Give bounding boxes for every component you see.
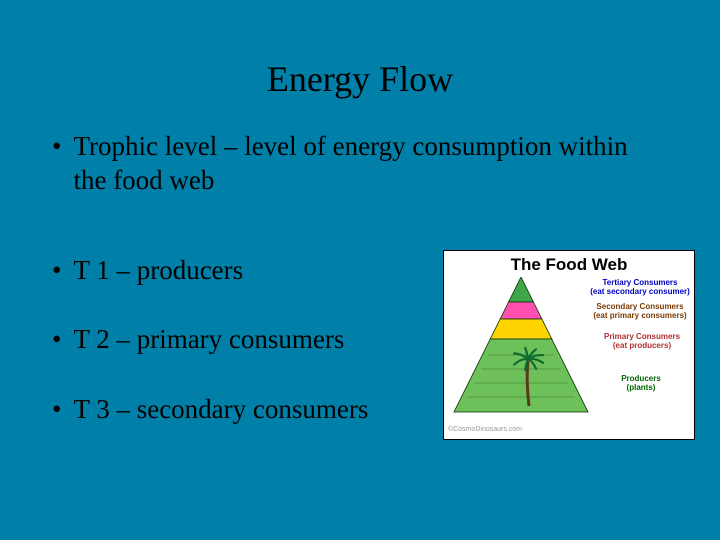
bullet-item: • Trophic level – level of energy consum…: [52, 130, 720, 198]
label-primary: Primary Consumers (eat producers): [596, 333, 688, 351]
foodweb-title: The Food Web: [444, 251, 694, 275]
bullet-dot: •: [52, 254, 61, 286]
label-producers: Producers (plants): [606, 375, 676, 393]
bullet-dot: •: [52, 323, 61, 355]
foodweb-body: Tertiary Consumers (eat secondary consum…: [444, 275, 694, 435]
bullet-text: Trophic level – level of energy consumpt…: [73, 130, 643, 198]
slide-title: Energy Flow: [0, 0, 720, 130]
bullet-text: T 1 – producers: [73, 254, 243, 288]
label-tertiary: Tertiary Consumers (eat secondary consum…: [590, 279, 690, 297]
pyramid-diagram: [452, 277, 590, 433]
bullet-dot: •: [52, 130, 61, 162]
bullet-text: T 2 – primary consumers: [73, 323, 344, 357]
bullet-text: T 3 – secondary consumers: [73, 393, 368, 427]
label-secondary: Secondary Consumers (eat primary consume…: [590, 303, 690, 321]
foodweb-inset: The Food Web Tertiary Consumers (eat sec…: [443, 250, 695, 440]
bullet-dot: •: [52, 393, 61, 425]
watermark: ©CosmoDinosaurs.com: [448, 426, 522, 433]
